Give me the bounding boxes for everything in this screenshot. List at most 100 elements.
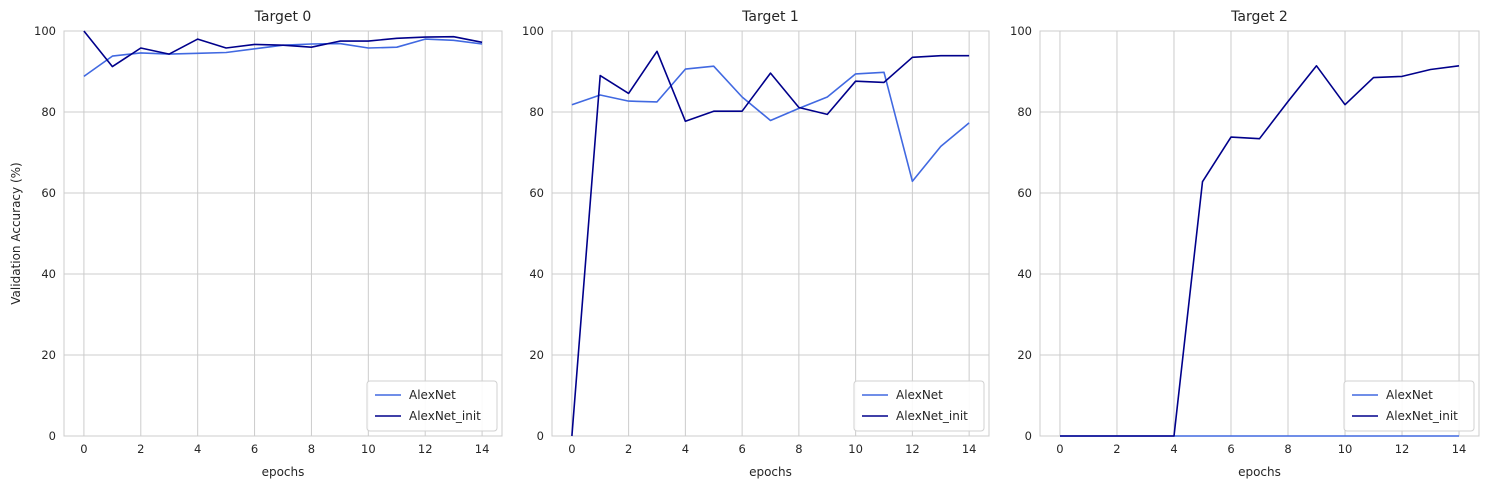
data-point (769, 119, 771, 121)
data-point (1258, 138, 1260, 140)
series-line-alexnet-init (1060, 65, 1460, 437)
legend: AlexNet AlexNet_init (366, 380, 498, 432)
series-line-alexnet-init (571, 50, 970, 437)
data-point (1116, 435, 1118, 437)
data-point (684, 68, 686, 70)
data-point (339, 42, 341, 44)
data-point (599, 74, 601, 76)
data-point (196, 38, 198, 40)
x-tick-label: 14 (1452, 442, 1467, 456)
data-point (310, 43, 312, 45)
data-point (282, 44, 284, 46)
data-point (83, 30, 85, 32)
y-tick-label: 80 (41, 105, 56, 119)
legend-label: AlexNet (896, 388, 943, 402)
x-tick-label: 6 (1227, 442, 1234, 456)
x-tick-label: 10 (848, 442, 863, 456)
data-point (424, 36, 426, 38)
x-tick-label: 0 (1056, 442, 1063, 456)
legend: AlexNet AlexNet_init (1343, 380, 1475, 432)
legend-label: AlexNet_init (409, 409, 481, 423)
data-point (911, 56, 913, 58)
data-point (1258, 435, 1260, 437)
plot-frame (551, 30, 990, 437)
legend-label: AlexNet (1386, 388, 1433, 402)
y-tick-label: 100 (34, 24, 56, 38)
series-line-alexnet-init (83, 30, 483, 68)
x-tick-label: 12 (905, 442, 920, 456)
chart-title: Target 2 (1230, 9, 1288, 25)
data-point (1287, 100, 1289, 102)
series-line-alexnet (571, 65, 970, 183)
data-point (713, 65, 715, 67)
x-tick-label: 4 (1170, 442, 1177, 456)
data-point (1429, 435, 1431, 437)
data-point (339, 40, 341, 42)
data-point (684, 120, 686, 122)
legend: AlexNet AlexNet_init (853, 380, 985, 432)
data-point (367, 40, 369, 42)
x-tick-label: 2 (1113, 442, 1120, 456)
data-point (452, 35, 454, 37)
plot-frame (63, 30, 503, 437)
data-point (798, 106, 800, 108)
data-point (854, 80, 856, 82)
data-point (1201, 180, 1203, 182)
x-tick-label: 10 (1338, 442, 1353, 456)
data-point (826, 96, 828, 98)
data-point (656, 50, 658, 52)
data-point (883, 81, 885, 83)
chart-title: Target 1 (741, 9, 799, 25)
data-point (741, 110, 743, 112)
legend-label: AlexNet (409, 388, 456, 402)
data-point (1344, 104, 1346, 106)
data-point (83, 75, 85, 77)
y-tick-label: 20 (529, 348, 544, 362)
data-point (713, 110, 715, 112)
data-point (396, 37, 398, 39)
x-tick-label: 6 (738, 442, 745, 456)
data-point (854, 73, 856, 75)
data-point (1458, 435, 1460, 437)
data-point (1372, 435, 1374, 437)
data-point (1401, 435, 1403, 437)
data-point (1059, 435, 1061, 437)
data-point (1372, 76, 1374, 78)
y-axis-label: Validation Accuracy (%) (9, 162, 23, 304)
data-point (253, 48, 255, 50)
x-tick-label: 14 (962, 442, 977, 456)
data-point (111, 65, 113, 67)
y-tick-label: 100 (1010, 24, 1032, 38)
x-tick-label: 14 (475, 442, 490, 456)
legend-label: AlexNet_init (1386, 409, 1458, 423)
data-point (911, 180, 913, 182)
data-point (1144, 435, 1146, 437)
data-point (452, 39, 454, 41)
data-point (1201, 435, 1203, 437)
data-point (1401, 75, 1403, 77)
data-point (656, 101, 658, 103)
data-point (367, 47, 369, 49)
data-point (140, 47, 142, 49)
data-point (310, 46, 312, 48)
x-tick-label: 8 (795, 442, 802, 456)
x-tick-label: 2 (625, 442, 632, 456)
y-tick-label: 60 (529, 186, 544, 200)
y-tick-label: 80 (529, 105, 544, 119)
data-point (940, 55, 942, 57)
x-axis-label: epochs (262, 465, 305, 479)
chart-panel-1: 0 2 4 6 8 10 12 14 0 20 40 60 80 100 Target 1 epochs Ale… (522, 9, 990, 479)
data-point (1458, 65, 1460, 67)
x-tick-label: 12 (418, 442, 433, 456)
y-tick-label: 20 (1017, 348, 1032, 362)
x-tick-label: 4 (194, 442, 201, 456)
data-point (571, 104, 573, 106)
data-point (1315, 435, 1317, 437)
data-point (140, 52, 142, 54)
data-point (196, 52, 198, 54)
data-point (826, 113, 828, 115)
y-tick-label: 0 (1025, 429, 1032, 443)
legend-box (366, 380, 498, 432)
